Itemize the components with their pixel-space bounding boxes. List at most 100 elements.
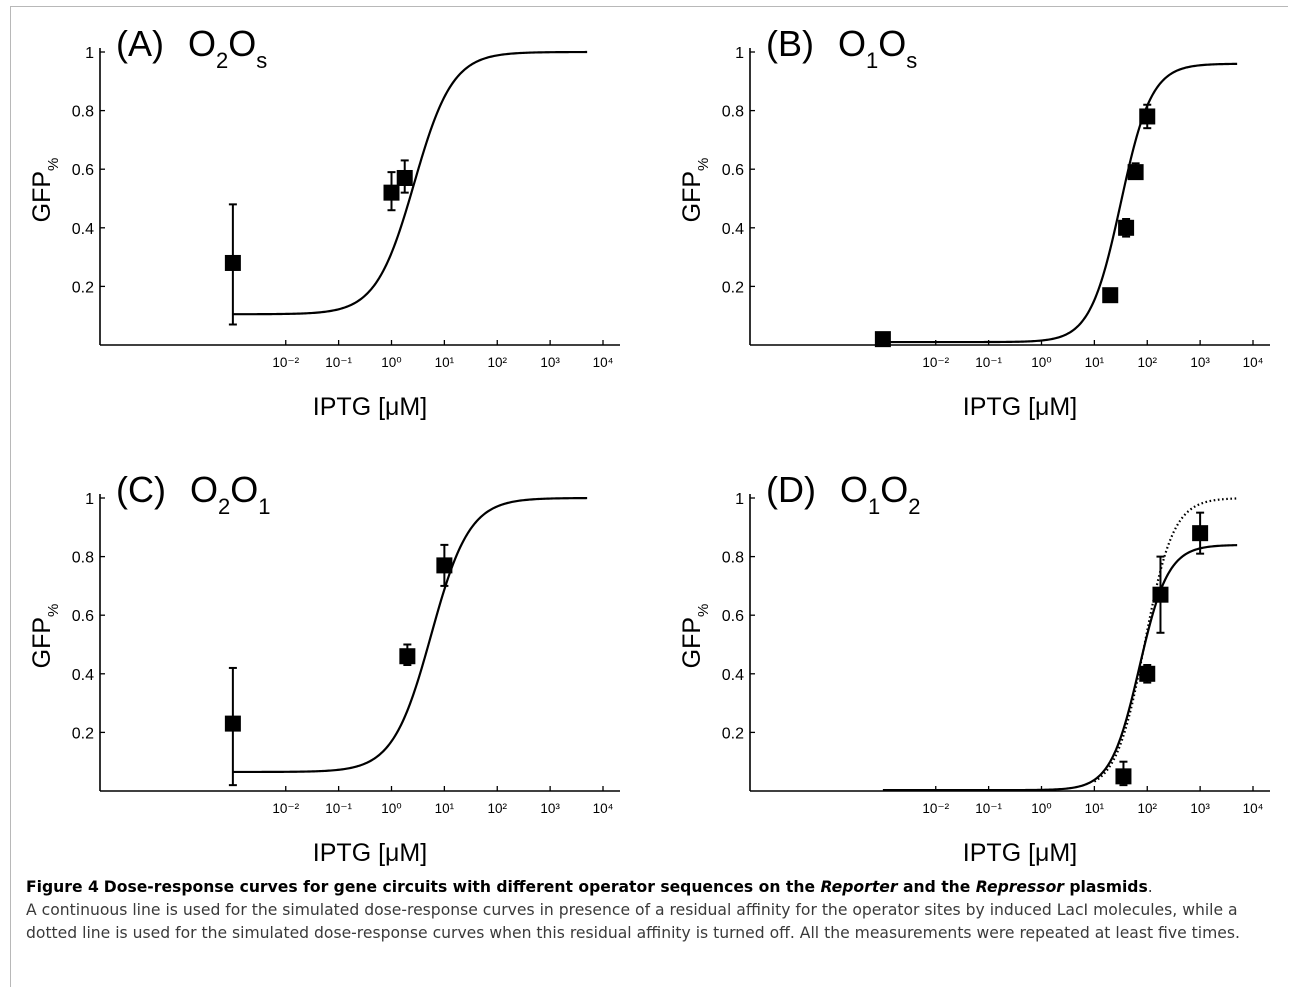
panel-letter: (C) (116, 469, 166, 510)
x-tick-label: 10¹ (435, 355, 455, 370)
y-axis-title: GFP% (28, 604, 62, 669)
y-tick-label: 0.4 (72, 667, 94, 684)
caption-title-period: . (1147, 878, 1153, 896)
data-point (383, 184, 400, 201)
y-axis-title-main: GFP (28, 171, 56, 222)
caption-title-part-3: and the (897, 878, 976, 896)
x-tick-label: 10⁰ (1031, 801, 1051, 816)
x-tick-label: 10⁻¹ (975, 355, 1002, 370)
panel-c: 0.2 0.4 0.6 0.8 1 10⁻² 10⁻¹ 10⁰ 10¹ 10² 10³ 10⁴ IPTG… (0, 446, 640, 886)
x-tick-label: 10¹ (1085, 355, 1105, 370)
panel-title: (A) O2Os (116, 23, 267, 73)
data-point (1192, 525, 1209, 542)
x-axis-title: IPTG [μM] (963, 839, 1077, 867)
y-tick-label: 1 (85, 491, 94, 508)
x-tick-label: 10⁴ (593, 355, 614, 370)
x-tick-label: 10⁻¹ (325, 801, 352, 816)
y-tick-label: 1 (735, 45, 744, 62)
x-axis-title: IPTG [μM] (963, 393, 1077, 421)
caption-label: Figure 4 (26, 878, 99, 896)
caption-title-reporter: Reporter (820, 878, 898, 896)
y-axis-title: GFP% (678, 158, 712, 223)
x-tick-label: 10² (487, 355, 507, 370)
x-tick-label: 10³ (1190, 355, 1210, 370)
y-tick-label: 0.4 (722, 221, 744, 238)
y-axis-title-subscript: % (45, 158, 62, 171)
y-axis-title-subscript: % (695, 158, 712, 171)
x-tick-label: 10⁰ (1031, 355, 1051, 370)
y-tick-label: 0.6 (72, 608, 94, 625)
x-tick-label: 10² (1137, 355, 1157, 370)
panel-letter: (A) (116, 23, 164, 64)
data-point (1118, 219, 1135, 236)
data-point (224, 715, 241, 732)
data-point (1127, 164, 1144, 181)
panel-b: 0.2 0.4 0.6 0.8 1 10⁻² 10⁻¹ 10⁰ 10¹ 10² 10³ 10⁴ IPTG… (650, 0, 1290, 440)
title-operator-1: O (190, 469, 218, 510)
x-tick-label: 10⁻² (922, 355, 949, 370)
panel-title: (C) O2O1 (116, 469, 271, 519)
caption-body: A continuous line is used for the simula… (26, 901, 1240, 942)
data-point (1102, 287, 1119, 304)
y-axis-title-main: GFP (678, 171, 706, 222)
y-tick-label: 0.8 (72, 104, 94, 121)
curve-solid (232, 50, 588, 316)
title-operator-1: O (188, 23, 216, 64)
panel-d: 0.2 0.4 0.6 0.8 1 10⁻² 10⁻¹ 10⁰ 10¹ 10² 10³ 10⁴ IPTG… (650, 446, 1290, 886)
x-tick-label: 10³ (540, 801, 560, 816)
title-subscript-2: 2 (908, 494, 920, 519)
x-tick-label: 10⁴ (1243, 355, 1264, 370)
chart-a: 0.2 0.4 0.6 0.8 1 10⁻² 10⁻¹ 10⁰ 10¹ 10² 10³ 10⁴ IPTG… (28, 23, 620, 421)
y-tick-label: 0.2 (72, 279, 94, 296)
panel-title: (D) O1O2 (766, 469, 921, 519)
y-tick-label: 0.8 (722, 104, 744, 121)
chart-b: 0.2 0.4 0.6 0.8 1 10⁻² 10⁻¹ 10⁰ 10¹ 10² 10³ 10⁴ IPTG… (678, 23, 1270, 421)
panel-letter: (D) (766, 469, 816, 510)
x-tick-label: 10⁻¹ (975, 801, 1002, 816)
y-tick-label: 1 (85, 45, 94, 62)
panel-title: (B) O1Os (766, 23, 917, 73)
figure-caption: Figure 4 Dose-response curves for gene c… (26, 876, 1276, 945)
x-tick-label: 10⁻² (272, 355, 299, 370)
x-tick-label: 10² (1137, 801, 1157, 816)
caption-title-part-5: plasmids (1063, 878, 1148, 896)
title-operator-2: O (880, 469, 908, 510)
title-operator-1: O (838, 23, 866, 64)
caption-title-repressor: Repressor (975, 878, 1064, 896)
title-subscript-1: 1 (866, 48, 878, 73)
data-point (1139, 665, 1156, 682)
y-axis-title-main: GFP (28, 617, 56, 668)
caption-title-part-1: Dose-response curves for gene circuits w… (103, 878, 821, 896)
x-tick-label: 10² (487, 801, 507, 816)
y-tick-label: 1 (735, 491, 744, 508)
title-operator-2: O (228, 23, 256, 64)
title-subscript-1: 2 (218, 494, 230, 519)
data-point (1152, 586, 1169, 603)
title-operator-2: O (878, 23, 906, 64)
y-tick-label: 0.2 (722, 725, 744, 742)
y-tick-label: 0.4 (72, 221, 94, 238)
chart-d: 0.2 0.4 0.6 0.8 1 10⁻² 10⁻¹ 10⁰ 10¹ 10² 10³ 10⁴ IPTG… (678, 469, 1270, 867)
figure-frame (10, 6, 1288, 987)
title-subscript-2: s (256, 48, 267, 73)
data-point (399, 648, 416, 665)
panel-a: 0.2 0.4 0.6 0.8 1 10⁻² 10⁻¹ 10⁰ 10¹ 10² 10³ 10⁴ IPTG… (0, 0, 640, 440)
x-tick-label: 10¹ (435, 801, 455, 816)
title-subscript-2: s (906, 48, 917, 73)
curve-solid (882, 62, 1238, 344)
x-tick-label: 10¹ (1085, 801, 1105, 816)
curve-dotted (1093, 497, 1238, 783)
title-subscript-1: 1 (868, 494, 880, 519)
y-tick-label: 0.2 (72, 725, 94, 742)
chart-c: 0.2 0.4 0.6 0.8 1 10⁻² 10⁻¹ 10⁰ 10¹ 10² 10³ 10⁴ IPTG… (28, 469, 620, 867)
y-axis-title: GFP% (678, 604, 712, 669)
x-axis-title: IPTG [μM] (313, 393, 427, 421)
curve-solid (882, 544, 1238, 792)
x-tick-label: 10³ (1190, 801, 1210, 816)
x-tick-label: 10⁰ (381, 801, 401, 816)
y-axis-title-subscript: % (695, 604, 712, 617)
data-point (224, 254, 241, 271)
y-tick-label: 0.6 (72, 162, 94, 179)
y-tick-label: 0.2 (722, 279, 744, 296)
x-axis-title: IPTG [μM] (313, 839, 427, 867)
